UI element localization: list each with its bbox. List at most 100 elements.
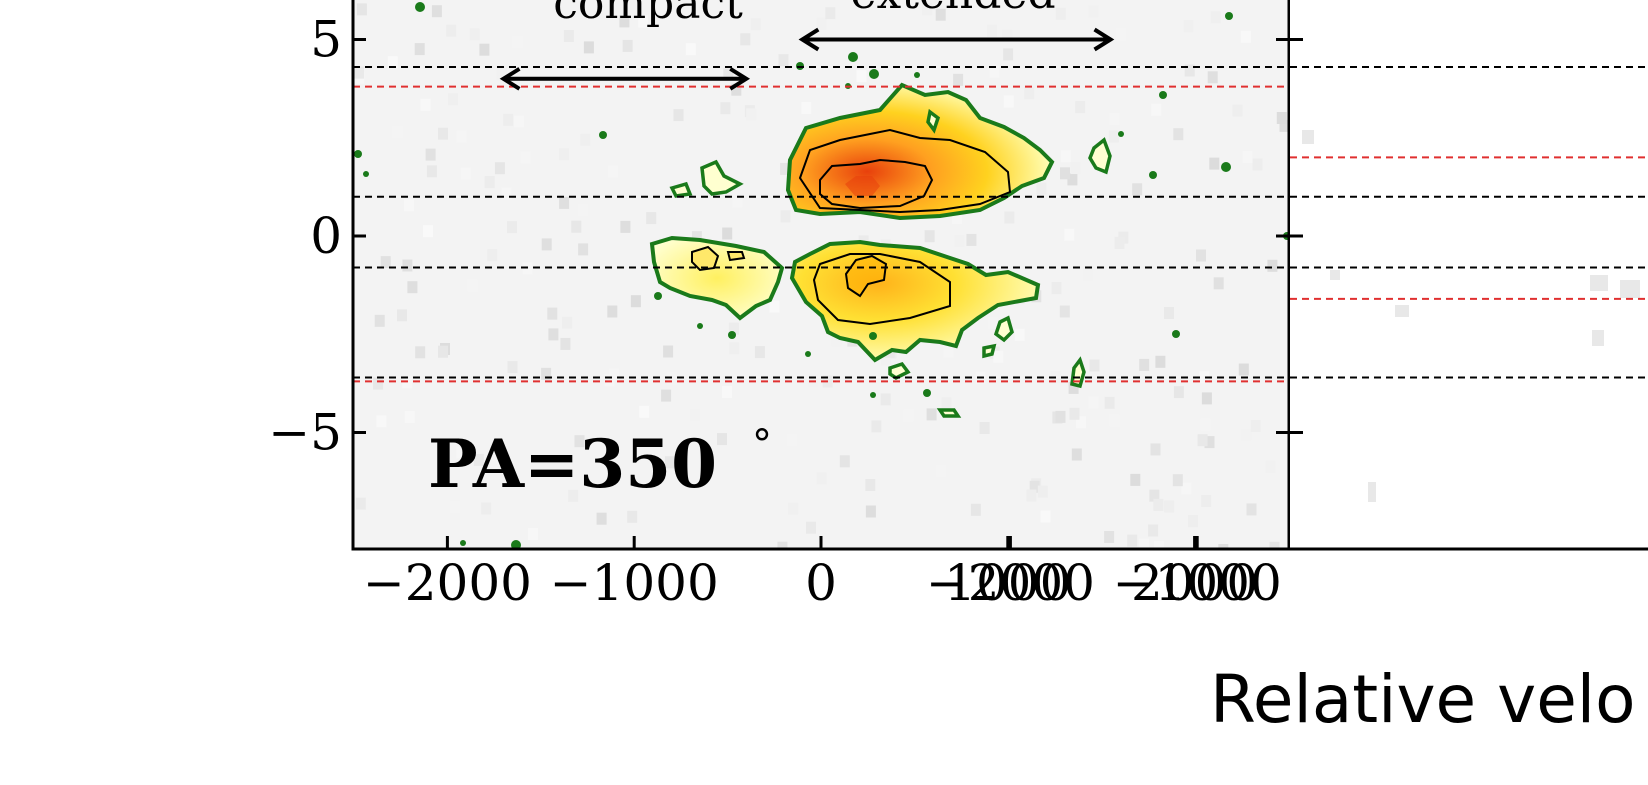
noise-pixel: [941, 397, 952, 410]
noise-pixel: [392, 126, 403, 139]
noise-pixel: [943, 345, 954, 358]
contour-dot: [654, 292, 662, 300]
noise-pixel: [1330, 270, 1340, 280]
noise-pixel: [501, 187, 512, 200]
contour-dot: [848, 52, 858, 62]
noise-pixel: [479, 43, 490, 56]
contour-dot: [415, 2, 425, 12]
noise-pixel: [685, 43, 696, 56]
noise-pixel: [1395, 305, 1409, 317]
noise-pixel: [1242, 151, 1253, 163]
noise-pixel: [1040, 510, 1051, 523]
compact-label: compact: [553, 0, 743, 29]
noise-pixel: [404, 411, 415, 423]
noise-pixel: [487, 249, 498, 262]
noise-pixel: [722, 386, 732, 398]
position-angle-label: PA=350: [428, 425, 717, 503]
noise-pixel: [438, 345, 448, 358]
compact-arrow-head-left: [499, 67, 521, 91]
noise-pixel: [1134, 46, 1145, 59]
noise-pixel: [548, 328, 559, 341]
noise-pixel: [1188, 515, 1198, 528]
compact-arrow: compact: [499, 0, 751, 91]
noise-pixel: [374, 314, 385, 327]
noise-pixel: [1109, 414, 1120, 427]
emission-lower: [789, 239, 1041, 363]
noise-pixel: [380, 256, 391, 269]
noise-pixel: [806, 521, 816, 534]
noise-pixel: [373, 377, 384, 390]
noise-pixel: [1026, 489, 1037, 502]
contour-dot: [599, 131, 607, 139]
noise-pixel: [1037, 485, 1048, 498]
noise-pixel: [1199, 371, 1210, 384]
small-contour: [1088, 137, 1112, 175]
x-tick-label: −1000: [550, 554, 719, 612]
noise-pixel: [1014, 328, 1025, 341]
noise-pixel: [541, 367, 552, 380]
emission-upper-peak-contour: [845, 176, 880, 196]
noise-pixel: [1368, 482, 1376, 502]
noise-pixel: [456, 446, 467, 459]
noise-pixel: [1003, 48, 1014, 61]
noise-pixel: [438, 127, 448, 140]
contour-dot: [805, 351, 811, 357]
contour-dot: [923, 389, 931, 397]
noise-pixel: [1183, 20, 1194, 33]
noise-pixel: [563, 30, 574, 42]
noise-pixel: [663, 345, 674, 358]
small-contour: [888, 361, 911, 381]
background-noise: [354, 3, 1289, 549]
emission-upper-inner-contour: [798, 128, 1012, 214]
noise-pixel: [728, 322, 739, 335]
compact-arrow-head-right: [729, 67, 751, 91]
noise-pixel: [414, 43, 425, 56]
noise-pixel: [1150, 443, 1161, 456]
noise-pixel: [630, 295, 641, 308]
noise-pixel: [952, 212, 962, 225]
noise-pixel: [1267, 259, 1278, 272]
noise-pixel: [404, 199, 414, 212]
noise-pixel: [1055, 410, 1066, 423]
noise-pixel: [481, 502, 492, 515]
noise-pixel: [1139, 538, 1149, 549]
noise-pixel: [1108, 130, 1119, 143]
contour-dot: [1149, 171, 1157, 179]
noise-pixel: [1250, 420, 1261, 432]
noise-pixel: [1149, 489, 1160, 502]
contour-dot: [728, 331, 736, 339]
contour-dot: [870, 392, 876, 398]
small-contour: [700, 159, 744, 196]
contour-dot: [869, 69, 879, 79]
small-contour: [1070, 356, 1086, 389]
noise-pixel: [717, 433, 727, 446]
emission-lower-inner-contour: [812, 253, 951, 326]
noise-pixel: [420, 98, 431, 111]
noise-pixel: [559, 148, 569, 161]
noise-pixel: [664, 456, 675, 469]
contour-dot: [363, 171, 369, 177]
noise-pixel: [1003, 95, 1014, 108]
x-tick-label: −1000: [1113, 554, 1282, 612]
noise-pixel: [924, 230, 935, 243]
noise-pixel: [387, 56, 398, 69]
noise-pixel: [1164, 307, 1174, 319]
emission-compact-inner-contour-b: [726, 251, 746, 262]
noise-pixel: [627, 510, 638, 523]
noise-pixel: [608, 165, 618, 178]
noise-pixel: [583, 41, 594, 54]
noise-pixel: [559, 196, 570, 209]
contour-dot: [1221, 162, 1231, 172]
axes: −2000 −1000 0 1000 2000 −5 0 5 −2000 −1000: [268, 11, 1303, 612]
noise-pixel: [769, 300, 780, 313]
noise-pixel: [970, 503, 981, 516]
noise-pixel: [989, 65, 1000, 78]
noise-pixel: [1201, 495, 1212, 507]
right-panel-background: [1290, 0, 1648, 549]
contour-dot: [511, 540, 521, 549]
noise-pixel: [541, 238, 552, 251]
noise-pixel: [691, 231, 702, 244]
noise-pixel: [507, 361, 518, 374]
noise-pixel: [787, 433, 798, 446]
noise-pixel: [397, 309, 407, 322]
